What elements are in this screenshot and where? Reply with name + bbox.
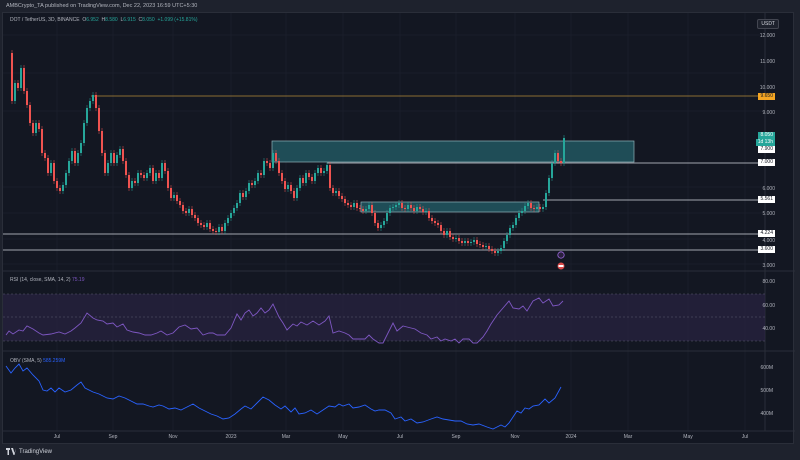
lower-zone bbox=[360, 201, 540, 213]
rsi-legend: RSI (14, close, SMA, 14, 2) 75.19 bbox=[10, 277, 85, 283]
tradingview-logo-icon bbox=[6, 448, 16, 455]
time-axis-label: Nov bbox=[168, 434, 178, 440]
change-value: +1.099 (+15.81%) bbox=[157, 17, 198, 23]
currency-button[interactable]: USDT bbox=[757, 19, 779, 29]
price-tag-5561: 5.561 bbox=[758, 196, 775, 203]
time-axis-label: Mar bbox=[281, 434, 291, 440]
price-axis-10: 10.000 bbox=[759, 85, 775, 91]
high-value: 8.580 bbox=[105, 17, 118, 23]
countdown-tag: 1d 13h bbox=[755, 139, 775, 146]
chart-area[interactable]: USDT DOT / TetherUS, 3D, BINANCE O6.952 … bbox=[2, 12, 795, 444]
time-axis-label: 2023 bbox=[225, 434, 237, 440]
dividend-event-icon[interactable] bbox=[557, 251, 565, 259]
price-axis-9: 9.000 bbox=[762, 110, 775, 116]
price-tag-4224: 4.224 bbox=[758, 230, 775, 237]
time-axis-label: Jul bbox=[53, 434, 61, 440]
price-axis-11: 11.000 bbox=[760, 59, 775, 65]
time-axis-label: May bbox=[338, 434, 348, 440]
price-axis-6: 6.000 bbox=[762, 186, 775, 192]
obv-value: 585.259M bbox=[43, 358, 66, 364]
time-axis-label: Jul bbox=[741, 434, 749, 440]
obv-axis-500m: 500M bbox=[760, 388, 773, 394]
price-tag-7000: 7.000 bbox=[758, 159, 775, 166]
close-value: 8.050 bbox=[142, 17, 155, 23]
rsi-line bbox=[5, 297, 564, 344]
rsi-axis-40: 40.00 bbox=[762, 326, 775, 332]
obv-axis-400m: 400M bbox=[760, 411, 773, 417]
price-tag-7900: 7.900 bbox=[758, 146, 775, 153]
symbol-title: DOT / TetherUS, 3D, BINANCE bbox=[10, 17, 80, 23]
time-axis-label: May bbox=[683, 434, 693, 440]
low-value: 6.915 bbox=[123, 17, 136, 23]
candlestick-series bbox=[11, 50, 565, 256]
price-axis-5: 5.000 bbox=[762, 211, 775, 217]
tradingview-branding[interactable]: TradingView bbox=[6, 448, 52, 455]
price-tag-3600: 3.600 bbox=[758, 246, 775, 253]
time-axis-label: Sep bbox=[108, 434, 118, 440]
time-axis-label: Jul bbox=[396, 434, 404, 440]
time-axis-label: Nov bbox=[510, 434, 520, 440]
price-axis-3: 3.000 bbox=[762, 263, 775, 269]
open-value: 6.952 bbox=[86, 17, 99, 23]
publish-info: AMBCrypto_TA published on TradingView.co… bbox=[6, 3, 198, 9]
current-price-tag: 8.050 bbox=[758, 132, 775, 139]
rsi-value: 75.19 bbox=[71, 277, 85, 283]
obv-line bbox=[5, 363, 562, 430]
rsi-axis-60: 60.00 bbox=[762, 303, 775, 309]
price-chart-canvas bbox=[3, 13, 795, 432]
price-axis-4: 4.000 bbox=[762, 238, 775, 244]
obv-axis-600m: 600M bbox=[760, 365, 773, 371]
upper-zone bbox=[271, 140, 635, 163]
price-axis-12: 12.000 bbox=[759, 33, 775, 39]
obv-legend: OBV (SMA, 5) 585.259M bbox=[10, 358, 66, 364]
time-axis-label: Mar bbox=[623, 434, 633, 440]
time-axis-label: 2024 bbox=[565, 434, 577, 440]
time-axis-label: Sep bbox=[451, 434, 461, 440]
rsi-axis-80: 80.00 bbox=[762, 279, 775, 285]
symbol-legend: DOT / TetherUS, 3D, BINANCE O6.952 H8.58… bbox=[10, 17, 198, 23]
price-tag-9650: 9.650 bbox=[758, 93, 775, 100]
tradingview-brand-text: TradingView bbox=[19, 448, 53, 455]
